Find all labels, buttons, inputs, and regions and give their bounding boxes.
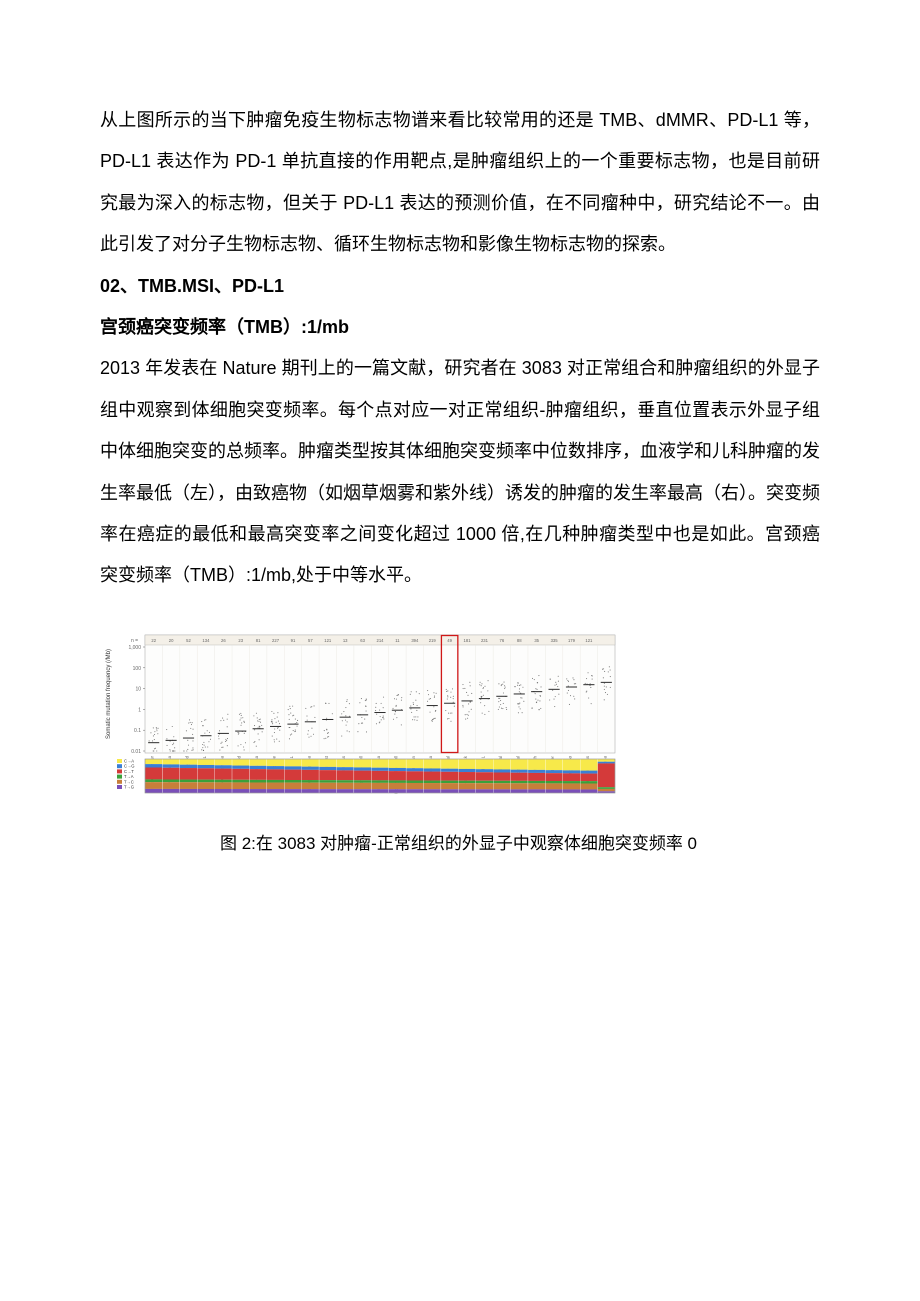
- figure-2: Somatic mutation frequency (/Mb)1,000100…: [100, 627, 820, 817]
- svg-text:214: 214: [377, 638, 385, 643]
- svg-text:81: 81: [256, 638, 261, 643]
- section-heading: 02、TMB.MSI、PD-L1: [100, 266, 820, 307]
- svg-text:1,000: 1,000: [128, 645, 141, 651]
- svg-text:0.01: 0.01: [131, 749, 141, 755]
- svg-text:181: 181: [464, 638, 472, 643]
- svg-text:11: 11: [395, 638, 400, 643]
- svg-text:91: 91: [291, 638, 296, 643]
- svg-text:394: 394: [411, 638, 419, 643]
- svg-text:121: 121: [585, 638, 593, 643]
- subsection-heading: 宫颈癌突变频率（TMB）:1/mb: [100, 307, 820, 348]
- svg-text:22: 22: [151, 638, 156, 643]
- intro-paragraph: 从上图所示的当下肿瘤免疫生物标志物谱来看比较常用的还是 TMB、dMMR、PD-…: [100, 100, 820, 266]
- svg-text:49: 49: [447, 638, 452, 643]
- svg-text:231: 231: [481, 638, 489, 643]
- svg-text:Somatic mutation frequency (/M: Somatic mutation frequency (/Mb): [106, 649, 112, 739]
- svg-text:T→G: T→G: [124, 784, 134, 789]
- svg-text:10: 10: [135, 686, 141, 692]
- svg-text:13: 13: [343, 638, 348, 643]
- figure-caption: 图 2:在 3083 对肿瘤-正常组织的外显子中观察体细胞突变频率 0: [100, 827, 820, 861]
- svg-text:219: 219: [429, 638, 437, 643]
- svg-text:n =: n =: [131, 638, 138, 644]
- svg-text:227: 227: [272, 638, 280, 643]
- svg-text:20: 20: [169, 638, 174, 643]
- svg-text:134: 134: [202, 638, 210, 643]
- svg-text:63: 63: [360, 638, 365, 643]
- mutation-frequency-chart: Somatic mutation frequency (/Mb)1,000100…: [100, 627, 620, 817]
- body-paragraph: 2013 年发表在 Nature 期刊上的一篇文献，研究者在 3083 对正常组…: [100, 348, 820, 596]
- svg-text:179: 179: [568, 638, 576, 643]
- svg-text:26: 26: [221, 638, 226, 643]
- svg-text:335: 335: [551, 638, 559, 643]
- svg-text:23: 23: [238, 638, 243, 643]
- svg-text:100: 100: [133, 665, 142, 671]
- svg-text:0.1: 0.1: [134, 728, 141, 734]
- svg-text:88: 88: [517, 638, 522, 643]
- svg-text:57: 57: [308, 638, 313, 643]
- svg-text:1: 1: [138, 707, 141, 713]
- svg-text:76: 76: [500, 638, 505, 643]
- svg-text:35: 35: [534, 638, 539, 643]
- svg-text:121: 121: [324, 638, 332, 643]
- svg-text:52: 52: [186, 638, 191, 643]
